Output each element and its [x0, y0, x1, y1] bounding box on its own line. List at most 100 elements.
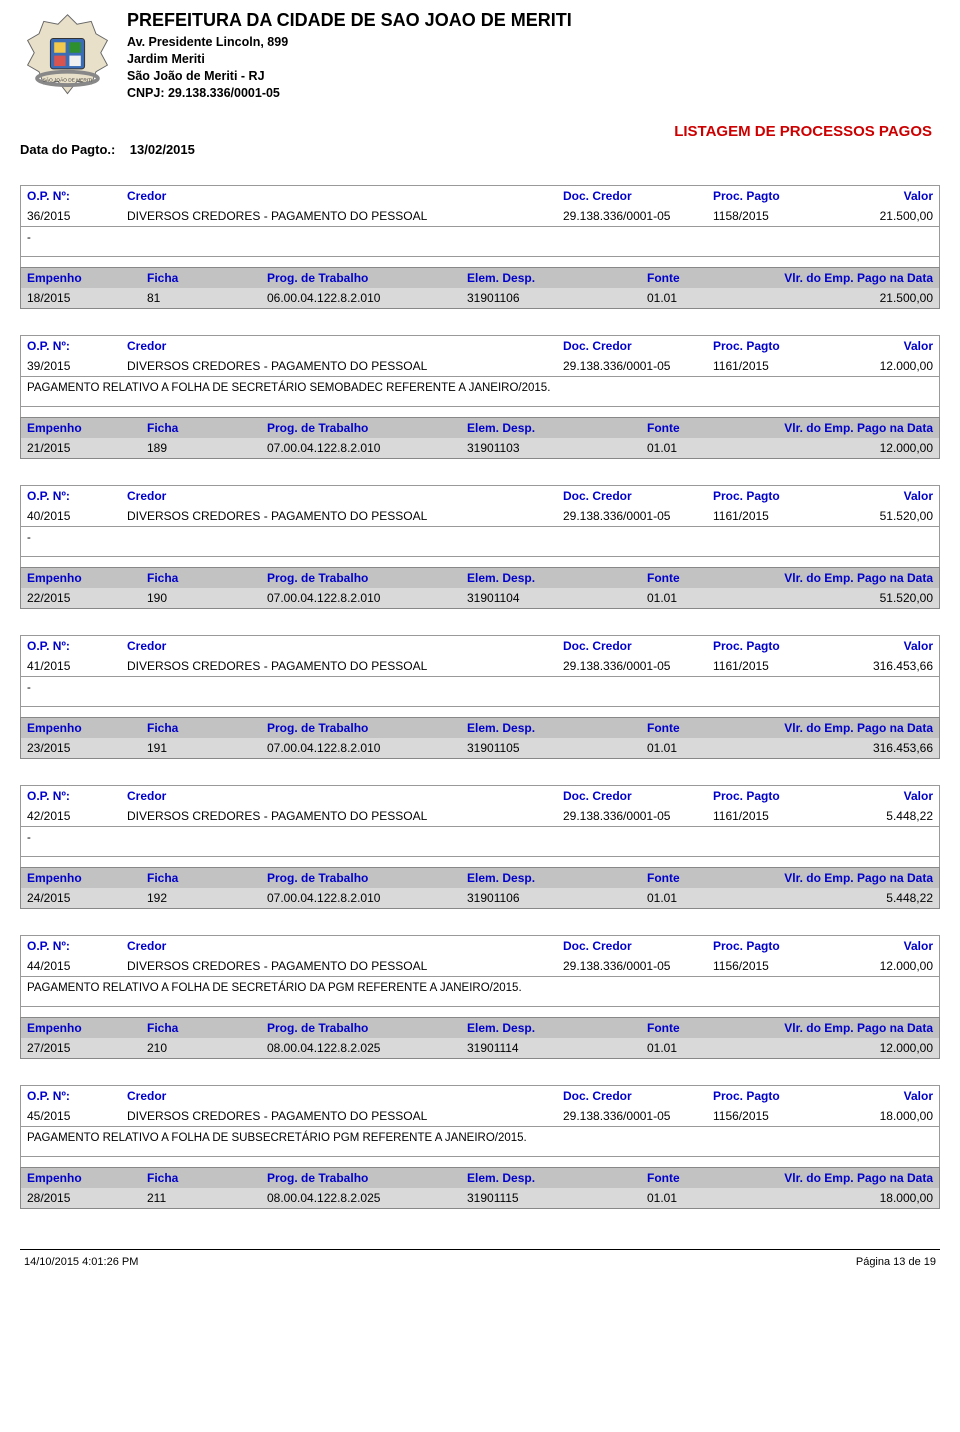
proc-pagto: 1161/2015 — [713, 359, 823, 373]
col-empenho-label: Empenho — [27, 721, 147, 735]
col-proc-label: Proc. Pagto — [713, 789, 823, 803]
col-empenho-label: Empenho — [27, 1021, 147, 1035]
process-block: O.P. Nº:CredorDoc. CredorProc. PagtoValo… — [20, 185, 940, 309]
empenho: 28/2015 — [27, 1191, 147, 1205]
emp-header-row: EmpenhoFichaProg. de TrabalhoElem. Desp.… — [20, 1017, 940, 1038]
emp-data-row: 28/201521108.00.04.122.8.2.0253190111501… — [20, 1188, 940, 1209]
col-proc-label: Proc. Pagto — [713, 189, 823, 203]
ficha: 81 — [147, 291, 267, 305]
vlr-emp: 12.000,00 — [727, 441, 933, 455]
emp-header-row: EmpenhoFichaProg. de TrabalhoElem. Desp.… — [20, 567, 940, 588]
valor: 5.448,22 — [823, 809, 933, 823]
col-fonte-label: Fonte — [647, 421, 727, 435]
process-block: O.P. Nº:CredorDoc. CredorProc. PagtoValo… — [20, 1085, 940, 1209]
op-number: 45/2015 — [27, 1109, 127, 1123]
col-prog-label: Prog. de Trabalho — [267, 1021, 467, 1035]
vlr-emp: 5.448,22 — [727, 891, 933, 905]
proc-pagto: 1161/2015 — [713, 809, 823, 823]
col-doc-label: Doc. Credor — [563, 1089, 713, 1103]
op-header-row: O.P. Nº:CredorDoc. CredorProc. PagtoValo… — [20, 335, 940, 356]
col-empenho-label: Empenho — [27, 421, 147, 435]
col-elem-label: Elem. Desp. — [467, 1021, 647, 1035]
empenho: 27/2015 — [27, 1041, 147, 1055]
col-ficha-label: Ficha — [147, 571, 267, 585]
col-elem-label: Elem. Desp. — [467, 871, 647, 885]
process-block: O.P. Nº:CredorDoc. CredorProc. PagtoValo… — [20, 935, 940, 1059]
ficha: 210 — [147, 1041, 267, 1055]
credor-name: DIVERSOS CREDORES - PAGAMENTO DO PESSOAL — [127, 209, 563, 223]
credor-name: DIVERSOS CREDORES - PAGAMENTO DO PESSOAL — [127, 1109, 563, 1123]
credor-name: DIVERSOS CREDORES - PAGAMENTO DO PESSOAL — [127, 959, 563, 973]
emp-data-row: 23/201519107.00.04.122.8.2.0103190110501… — [20, 738, 940, 759]
payment-date-label: Data do Pagto.: — [20, 142, 115, 157]
col-ficha-label: Ficha — [147, 421, 267, 435]
col-vlr-label: Vlr. do Emp. Pago na Data — [727, 1021, 933, 1035]
col-fonte-label: Fonte — [647, 721, 727, 735]
col-valor-label: Valor — [823, 489, 933, 503]
city-line: São João de Meriti - RJ — [127, 69, 572, 83]
credor-name: DIVERSOS CREDORES - PAGAMENTO DO PESSOAL — [127, 809, 563, 823]
op-data-row: 36/2015DIVERSOS CREDORES - PAGAMENTO DO … — [20, 206, 940, 227]
op-data-row: 41/2015DIVERSOS CREDORES - PAGAMENTO DO … — [20, 656, 940, 677]
col-ficha-label: Ficha — [147, 721, 267, 735]
elem-desp: 31901115 — [467, 1191, 647, 1205]
col-elem-label: Elem. Desp. — [467, 1171, 647, 1185]
process-block: O.P. Nº:CredorDoc. CredorProc. PagtoValo… — [20, 785, 940, 909]
elem-desp: 31901106 — [467, 291, 647, 305]
ficha: 191 — [147, 741, 267, 755]
report-title: LISTAGEM DE PROCESSOS PAGOS — [20, 123, 932, 140]
ficha: 190 — [147, 591, 267, 605]
empenho: 23/2015 — [27, 741, 147, 755]
cnpj-line: CNPJ: 29.138.336/0001-05 — [127, 86, 572, 100]
col-valor-label: Valor — [823, 189, 933, 203]
col-doc-label: Doc. Credor — [563, 339, 713, 353]
col-valor-label: Valor — [823, 939, 933, 953]
ficha: 211 — [147, 1191, 267, 1205]
fonte: 01.01 — [647, 291, 727, 305]
col-vlr-label: Vlr. do Emp. Pago na Data — [727, 871, 933, 885]
col-op-label: O.P. Nº: — [27, 789, 127, 803]
emp-data-row: 22/201519007.00.04.122.8.2.0103190110401… — [20, 588, 940, 609]
description: PAGAMENTO RELATIVO A FOLHA DE SECRETÁRIO… — [20, 977, 940, 1007]
col-vlr-label: Vlr. do Emp. Pago na Data — [727, 1171, 933, 1185]
empenho: 21/2015 — [27, 441, 147, 455]
process-block: O.P. Nº:CredorDoc. CredorProc. PagtoValo… — [20, 335, 940, 459]
process-block: O.P. Nº:CredorDoc. CredorProc. PagtoValo… — [20, 635, 940, 759]
description: - — [20, 527, 940, 557]
org-name: PREFEITURA DA CIDADE DE SAO JOAO DE MERI… — [127, 10, 572, 31]
col-credor-label: Credor — [127, 339, 563, 353]
proc-pagto: 1161/2015 — [713, 509, 823, 523]
col-credor-label: Credor — [127, 789, 563, 803]
col-elem-label: Elem. Desp. — [467, 721, 647, 735]
valor: 12.000,00 — [823, 959, 933, 973]
elem-desp: 31901104 — [467, 591, 647, 605]
col-ficha-label: Ficha — [147, 871, 267, 885]
elem-desp: 31901106 — [467, 891, 647, 905]
elem-desp: 31901114 — [467, 1041, 647, 1055]
op-header-row: O.P. Nº:CredorDoc. CredorProc. PagtoValo… — [20, 785, 940, 806]
description: PAGAMENTO RELATIVO A FOLHA DE SECRETÁRIO… — [20, 377, 940, 407]
col-valor-label: Valor — [823, 639, 933, 653]
col-doc-label: Doc. Credor — [563, 939, 713, 953]
prog-trabalho: 08.00.04.122.8.2.025 — [267, 1041, 467, 1055]
col-op-label: O.P. Nº: — [27, 639, 127, 653]
vlr-emp: 18.000,00 — [727, 1191, 933, 1205]
op-data-row: 39/2015DIVERSOS CREDORES - PAGAMENTO DO … — [20, 356, 940, 377]
empenho: 18/2015 — [27, 291, 147, 305]
op-number: 40/2015 — [27, 509, 127, 523]
empenho: 22/2015 — [27, 591, 147, 605]
vlr-emp: 51.520,00 — [727, 591, 933, 605]
op-number: 42/2015 — [27, 809, 127, 823]
col-vlr-label: Vlr. do Emp. Pago na Data — [727, 571, 933, 585]
city-crest-logo: SÃO JOÃO DE MERITI — [20, 10, 115, 105]
col-prog-label: Prog. de Trabalho — [267, 271, 467, 285]
emp-header-row: EmpenhoFichaProg. de TrabalhoElem. Desp.… — [20, 417, 940, 438]
col-ficha-label: Ficha — [147, 1171, 267, 1185]
doc-credor: 29.138.336/0001-05 — [563, 659, 713, 673]
fonte: 01.01 — [647, 891, 727, 905]
op-number: 41/2015 — [27, 659, 127, 673]
fonte: 01.01 — [647, 591, 727, 605]
prog-trabalho: 07.00.04.122.8.2.010 — [267, 441, 467, 455]
col-credor-label: Credor — [127, 939, 563, 953]
fonte: 01.01 — [647, 741, 727, 755]
